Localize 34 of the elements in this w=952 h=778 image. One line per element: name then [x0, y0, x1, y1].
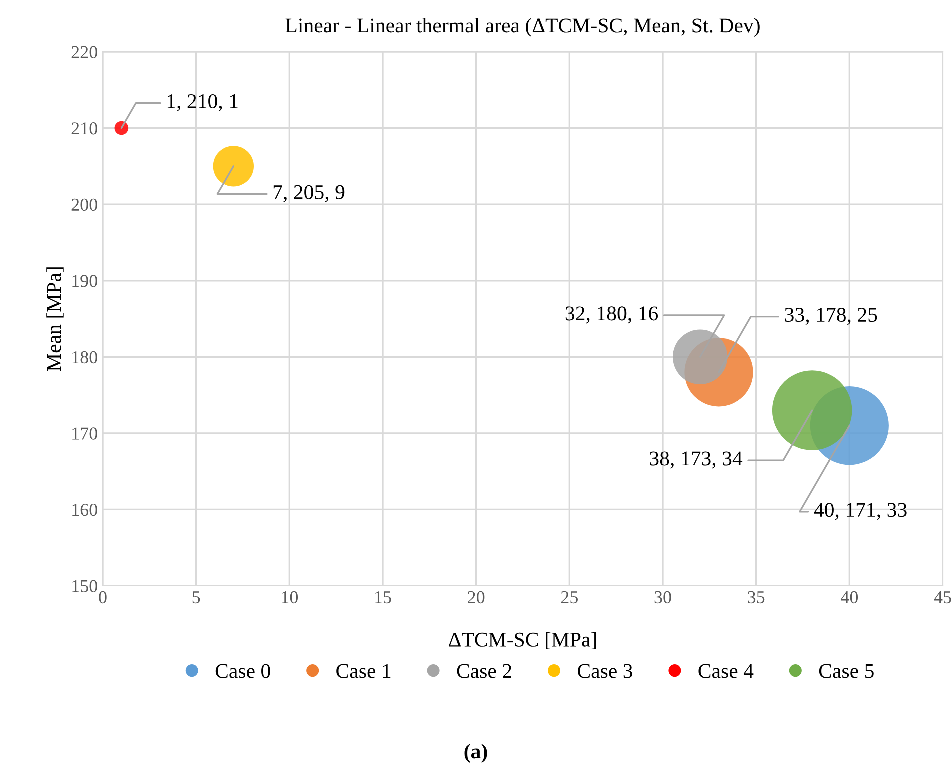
y-tick-label: 180 [72, 351, 98, 364]
y-tick-label: 190 [72, 275, 98, 288]
y-tick-label: 160 [72, 504, 98, 516]
data-label: 38, 173, 34 [650, 452, 743, 469]
data-label: 32, 180, 16 [566, 306, 658, 324]
data-label: 1, 210, 1 [168, 94, 238, 112]
x-tick-label: 0 [99, 591, 107, 604]
legend-label: Case 5 [819, 664, 874, 678]
data-label: 40, 171, 33 [814, 503, 907, 520]
y-tick-label: 150 [72, 580, 98, 592]
data-label: 7, 205, 9 [274, 185, 345, 202]
x-tick-label: 30 [654, 591, 672, 604]
y-tick-label: 220 [72, 46, 98, 58]
y-axis-title: Mean [MPa] [46, 268, 64, 372]
y-tick-label: 170 [72, 428, 98, 440]
x-tick-label: 25 [561, 591, 578, 604]
legend-label: Case 3 [578, 664, 632, 678]
text: (a) [464, 744, 488, 763]
x-tick-label: 10 [282, 591, 298, 604]
y-tick-label: 200 [72, 198, 98, 212]
x-tick-label: 20 [468, 591, 485, 604]
data-label: 33, 178, 25 [785, 308, 878, 326]
legend-label: Case 0 [216, 664, 270, 678]
x-tick-label: 45 [934, 592, 952, 604]
x-axis-title: ΔTCM-SC [MPa] [449, 632, 596, 650]
x-tick-label: 5 [192, 592, 200, 604]
y-tick-label: 210 [72, 122, 98, 135]
x-tick-label: 40 [840, 591, 858, 604]
legend-label: Case 1 [336, 664, 391, 678]
x-tick-label: 35 [748, 591, 765, 604]
legend-label: Case 2 [457, 664, 512, 678]
legend-label: Case 4 [698, 664, 754, 678]
x-tick-label: 15 [376, 591, 392, 604]
chart-title: Linear - Linear thermal area (ΔTCM-SC, Mean, St. Dev) [286, 18, 760, 37]
